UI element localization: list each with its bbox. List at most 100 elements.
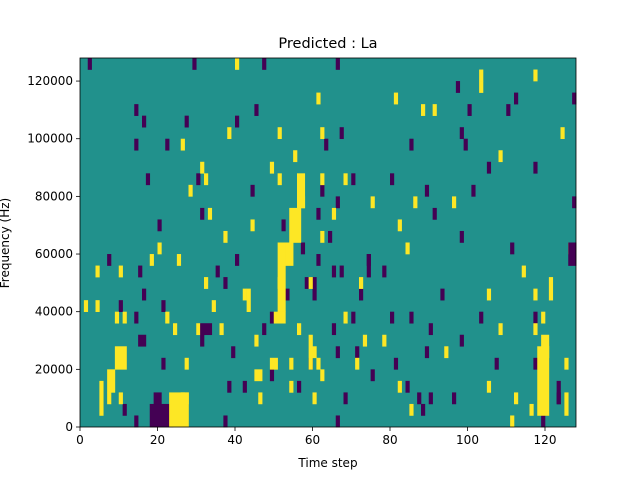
heatmap-cell-low (335, 58, 340, 70)
heatmap-cell-high (297, 323, 302, 336)
heatmap-cell-high (510, 415, 515, 428)
heatmap-cell-high (444, 346, 449, 359)
y-tick-label: 100000 (27, 132, 73, 146)
y-tick-label: 20000 (35, 362, 73, 376)
heatmap-cell-high (320, 173, 325, 186)
heatmap-cell-high (320, 127, 325, 140)
heatmap-cell-low (149, 403, 174, 428)
heatmap-cell-high (343, 311, 348, 324)
heatmap-cell-high (355, 357, 360, 370)
heatmap-cell-high (397, 219, 402, 232)
heatmap-cell-low (269, 311, 275, 324)
heatmap-cell-high (498, 323, 503, 336)
heatmap-cell-low (533, 357, 538, 370)
heatmap-cell-high (258, 392, 263, 405)
heatmap-cell-low (366, 254, 371, 278)
heatmap-cell-high (560, 127, 565, 140)
heatmap-cell-low (328, 230, 333, 243)
heatmap-cell-high (99, 380, 104, 416)
heatmap-cell-high (564, 357, 569, 370)
heatmap-cell-low (316, 254, 321, 266)
heatmap-cell-low (421, 403, 426, 416)
heatmap-cell-high (114, 346, 127, 370)
heatmap-cell-low (479, 311, 484, 324)
heatmap-cell-high (289, 357, 294, 370)
heatmap-cell-high (122, 311, 127, 324)
heatmap-cell-high (254, 369, 263, 382)
heatmap-cell-high (273, 311, 286, 324)
heatmap-cell-low (459, 127, 464, 140)
heatmap-cell-low (200, 323, 213, 336)
heatmap-cell-high (316, 92, 321, 105)
heatmap-cell-high (118, 265, 123, 278)
heatmap-cell-high (277, 173, 282, 186)
heatmap-cell-low (134, 104, 139, 116)
heatmap-cell-high (297, 196, 306, 209)
heatmap-cell-low (215, 265, 220, 278)
heatmap-cell-low (335, 346, 340, 359)
heatmap-cell-high (285, 242, 294, 266)
heatmap-cell-high (521, 265, 526, 278)
heatmap-cell-high (405, 242, 410, 255)
heatmap-cell-low (393, 357, 399, 370)
heatmap-cell-low (355, 346, 360, 359)
heatmap-cell-low (428, 323, 433, 336)
heatmap-cell-high (149, 254, 154, 266)
heatmap-cell-high (223, 230, 228, 243)
heatmap-cell-low (145, 173, 151, 186)
heatmap-cell-low (297, 380, 302, 393)
heatmap-cell-high (235, 58, 240, 70)
heatmap-cell-low (409, 138, 414, 151)
heatmap-cell-high (479, 81, 484, 93)
heatmap-cell-low (134, 415, 139, 428)
heatmap-cell-high (421, 104, 426, 116)
heatmap-cell-high (308, 334, 313, 370)
heatmap-cell-low (138, 334, 147, 347)
heatmap-cell-high (204, 277, 209, 289)
heatmap-cell-high (397, 380, 402, 393)
heatmap-cell-high (486, 288, 492, 301)
y-axis: 0 20000 40000 60000 80000 100000 120000 (27, 74, 80, 434)
heatmap-cell-low (463, 138, 468, 151)
heatmap-cell-high (382, 334, 387, 347)
heatmap-cell-low (122, 403, 127, 416)
heatmap-cell-high (269, 161, 275, 174)
heatmap-cell-high (320, 369, 325, 382)
heatmap-cell-high (211, 300, 216, 312)
y-axis-label: Frequency (Hz) (0, 198, 12, 289)
heatmap-cell-low (320, 184, 325, 197)
x-tick-label: 100 (456, 433, 479, 447)
heatmap-cell-high (277, 242, 286, 312)
heatmap-cell-high (246, 288, 251, 312)
heatmap-cell-high (207, 207, 213, 220)
x-tick-label: 80 (382, 433, 397, 447)
heatmap-cell-high (157, 242, 162, 255)
heatmap-cell-low (285, 288, 290, 301)
heatmap-cell-low (235, 115, 240, 128)
heatmap-cell-low (390, 173, 395, 186)
heatmap-cell-high (316, 357, 321, 370)
heatmap-cell-high (541, 334, 550, 347)
heatmap-cell-high (107, 369, 116, 393)
heatmap-cell-high (409, 403, 414, 416)
heatmap-cell-low (382, 265, 387, 278)
heatmap-cell-low (223, 415, 228, 428)
y-tick-label: 40000 (35, 305, 73, 319)
x-axis: 0 20 40 60 80 100 120 (76, 427, 556, 447)
heatmap-cell-high (95, 300, 100, 312)
heatmap-cell-low (471, 184, 476, 197)
heatmap-cell-low (153, 392, 162, 405)
heatmap-cell-low (254, 104, 259, 116)
heatmap-cell-high (196, 323, 201, 336)
heatmap-cell-high (188, 184, 193, 197)
heatmap-cell-high (200, 161, 205, 174)
heatmap-cell-low (165, 138, 170, 151)
heatmap-cell-high (227, 127, 232, 140)
heatmap-cell-high (269, 357, 278, 370)
heatmap-cell-low (510, 242, 515, 255)
heatmap-cell-high (533, 69, 538, 82)
heatmap-cell-high (95, 265, 100, 278)
heatmap-cell-low (118, 300, 123, 312)
y-tick-label: 80000 (35, 189, 73, 203)
